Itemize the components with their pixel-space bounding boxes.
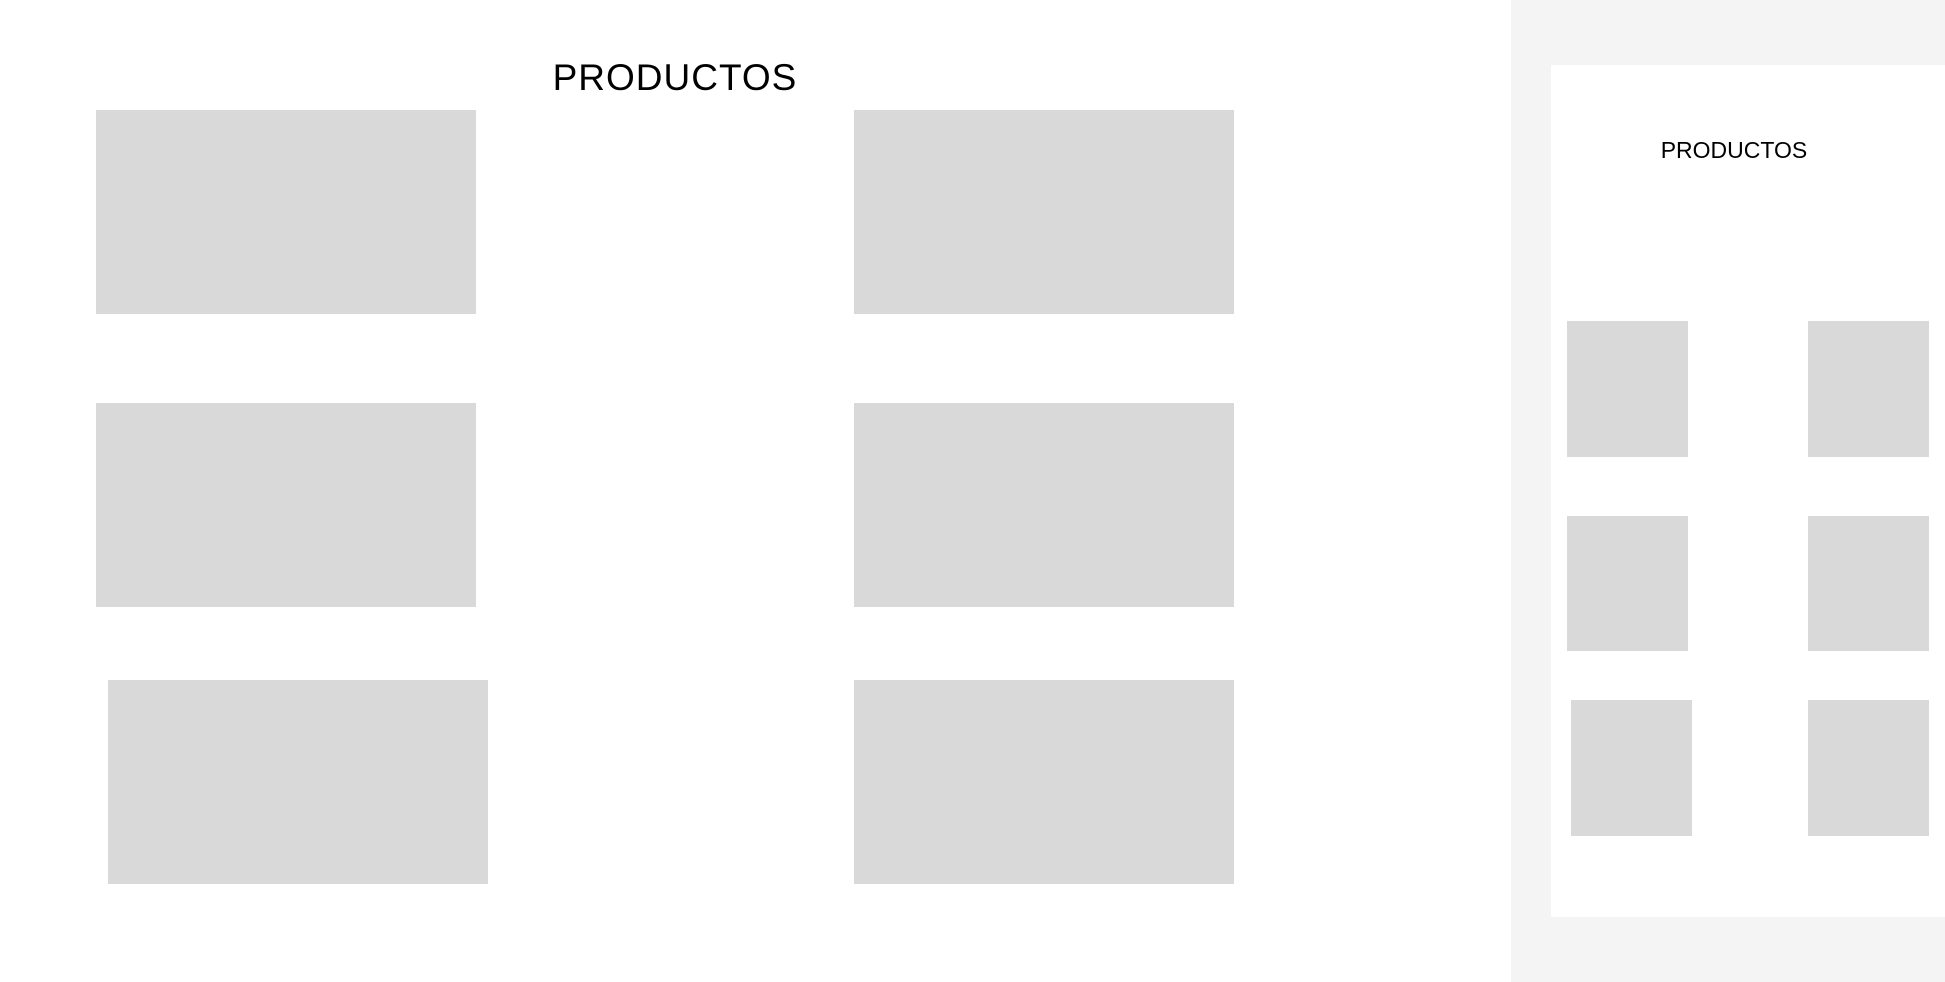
mobile-frame: PRODUCTOS: [1551, 65, 1945, 917]
mobile-product-card[interactable]: [1567, 516, 1688, 651]
mobile-product-card[interactable]: [1808, 321, 1929, 457]
product-card[interactable]: [96, 403, 476, 607]
mobile-product-card[interactable]: [1808, 516, 1929, 651]
mobile-preview-panel: PRODUCTOS: [1511, 0, 1945, 982]
desktop-frame: PRODUCTOS: [96, 57, 1234, 884]
mobile-page-title: PRODUCTOS: [1660, 137, 1808, 163]
product-card[interactable]: [854, 680, 1234, 884]
product-card[interactable]: [854, 403, 1234, 607]
mobile-product-card[interactable]: [1808, 700, 1929, 836]
mobile-product-card[interactable]: [1567, 321, 1688, 457]
product-card[interactable]: [854, 110, 1234, 314]
page-title: PRODUCTOS: [552, 57, 798, 98]
product-card[interactable]: [108, 680, 488, 884]
mobile-product-card[interactable]: [1571, 700, 1692, 836]
product-card[interactable]: [96, 110, 476, 314]
